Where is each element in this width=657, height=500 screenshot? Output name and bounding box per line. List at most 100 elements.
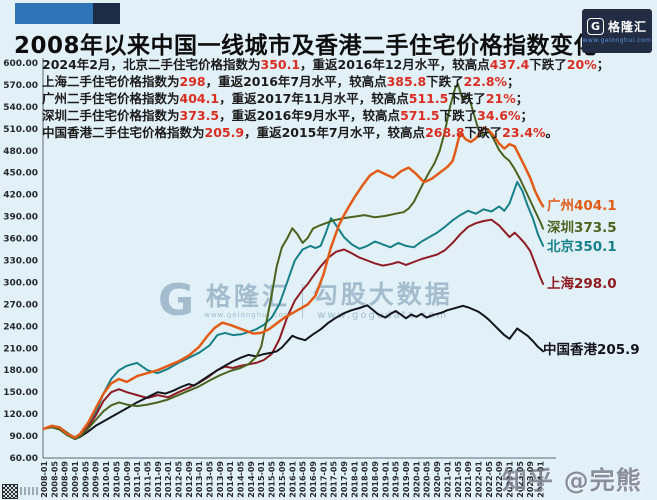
annotation-line-3: 广州二手住宅价格指数为404.1，重返2017年11月水平，较高点511.5下跌…	[42, 91, 529, 106]
y-tick-label: 330.00	[3, 256, 38, 266]
x-tick-label: 2012-05	[174, 461, 183, 498]
annotation-line-5: 中国香港二手住宅价格指数为205.9，重返2015年7月水平，较高点268.8下…	[42, 125, 559, 140]
x-tick-label: 2023-01	[505, 461, 514, 498]
y-tick-label: 210.00	[3, 344, 38, 354]
x-tick-label: 2009-01	[71, 461, 80, 498]
annotation-line-2: 上海二手住宅价格指数为298，重返2016年7月水平，较高点385.8下跌了22…	[42, 74, 520, 89]
x-tick-label: 2011-05	[143, 461, 152, 498]
series-end-label-广州: 广州404.1	[547, 197, 617, 214]
series-line-中国香港	[43, 304, 545, 440]
y-tick-label: 420.00	[3, 191, 38, 201]
series-line-北京	[43, 180, 545, 439]
x-tick-label: 2020-05	[423, 461, 432, 498]
x-tick-label: 2020-09	[433, 461, 442, 498]
x-tick-label: 2008-01	[40, 461, 49, 498]
x-tick-label: 2018-05	[361, 461, 370, 498]
x-tick-label: 2021-05	[454, 461, 463, 498]
x-tick-label: 2015-05	[268, 461, 277, 498]
x-tick-label: 2013-01	[195, 461, 204, 498]
x-tick-label: 2011-09	[154, 461, 163, 498]
x-tick-label: 2009-05	[81, 461, 90, 498]
x-tick-label: 2017-09	[340, 461, 349, 498]
y-tick-label: 90.00	[10, 432, 38, 442]
watermark-g-icon: G	[158, 275, 195, 326]
x-tick-label: 2012-09	[185, 461, 194, 498]
x-tick-label: 2008-05	[50, 461, 59, 498]
x-tick-label: 2020-01	[412, 461, 421, 498]
x-tick-label: 2019-01	[381, 461, 390, 498]
y-tick-label: 540.00	[3, 103, 38, 113]
logo-g-icon: G	[586, 18, 604, 35]
x-tick-label: 2010-05	[112, 461, 121, 498]
x-tick-label: 2017-05	[330, 461, 339, 498]
series-end-label-中国香港: 中国香港205.9	[543, 341, 640, 358]
y-tick-label: 300.00	[3, 278, 38, 288]
header-accent-navy	[93, 3, 120, 24]
x-tick-label: 2022-01	[474, 461, 483, 498]
x-tick-label: 2016-05	[299, 461, 308, 498]
y-tick-label: 150.00	[3, 388, 38, 398]
x-tick-label: 2012-01	[164, 461, 173, 498]
y-tick-label: 360.00	[3, 235, 38, 245]
x-tick-label: 2009-09	[92, 461, 101, 498]
annotation-line-1: 2024年2月，北京二手住宅价格指数为350.1，重返2016年12月水平，较高…	[42, 57, 610, 72]
logo-url-text: www.gelonghui.com	[582, 37, 652, 44]
logo-brand-text: 格隆汇	[607, 20, 647, 34]
series-end-label-北京: 北京350.1	[547, 238, 617, 255]
watermark-divider	[301, 284, 303, 318]
x-tick-label: 2024-01	[537, 461, 546, 498]
y-tick-label: 510.00	[3, 125, 38, 135]
x-tick-label: 2016-01	[288, 461, 297, 498]
x-tick-label: 2015-09	[278, 461, 287, 498]
y-tick-label: 480.00	[3, 147, 38, 157]
x-tick-label: 2023-05	[516, 461, 525, 498]
y-tick-label: 240.00	[3, 322, 38, 332]
y-tick-label: 570.00	[3, 81, 38, 91]
x-tick-label: 2014-05	[237, 461, 246, 498]
x-tick-label: 2013-05	[206, 461, 215, 498]
y-tick-label: 270.00	[3, 300, 38, 310]
x-tick-label: 2023-09	[526, 461, 535, 498]
series-line-深圳	[43, 82, 545, 440]
y-tick-label: 390.00	[3, 213, 38, 223]
gelonghui-logo: G 格隆汇 www.gelonghui.com	[582, 9, 652, 53]
page-title: 2008年以来中国一线城市及香港二手住宅价格指数变化	[14, 33, 598, 59]
zhihu-watermark: 知乎 @完熊	[502, 466, 642, 495]
x-tick-label: 2019-09	[402, 461, 411, 498]
x-tick-label: 2011-01	[133, 461, 142, 498]
x-tick-label: 2016-09	[309, 461, 318, 498]
qr-code	[2, 484, 18, 499]
series-end-label-深圳: 深圳373.5	[547, 219, 617, 236]
series-line-上海	[43, 218, 545, 440]
watermark-product: 勾股大数据	[312, 279, 453, 309]
watermark-brand-url: www.gelonghui.com	[204, 310, 292, 319]
y-tick-label: 600.00	[3, 59, 38, 69]
x-tick-label: 2014-09	[247, 461, 256, 498]
x-tick-label: 2015-01	[257, 461, 266, 498]
y-tick-label: 60.00	[10, 454, 38, 464]
annotation-line-4: 深圳二手住宅价格指数为373.5，重返2016年9月水平，较高点571.5下跌了…	[42, 108, 534, 123]
x-tick-label: 2022-05	[485, 461, 494, 498]
y-tick-label: 120.00	[3, 410, 38, 420]
x-tick-label: 2013-09	[216, 461, 225, 498]
x-tick-label: 2008-09	[61, 461, 70, 498]
y-tick-label: 180.00	[3, 366, 38, 376]
header-accent-blue	[15, 3, 93, 24]
x-tick-label: 2019-05	[392, 461, 401, 498]
x-tick-label: 2021-09	[464, 461, 473, 498]
qr-caption	[20, 487, 40, 495]
series-line-广州	[42, 126, 545, 439]
x-tick-label: 2014-01	[226, 461, 235, 498]
x-tick-label: 2022-09	[495, 461, 504, 498]
x-tick-label: 2018-01	[350, 461, 359, 498]
x-tick-label: 2017-01	[319, 461, 328, 498]
summary-annotations: 2024年2月，北京二手住宅价格指数为350.1，重返2016年12月水平，较高…	[42, 56, 609, 141]
x-tick-label: 2021-01	[443, 461, 452, 498]
y-tick-label: 450.00	[3, 169, 38, 179]
series-end-label-上海: 上海298.0	[547, 275, 617, 292]
x-tick-label: 2018-09	[371, 461, 380, 498]
x-tick-label: 2010-01	[102, 461, 111, 498]
x-tick-label: 2010-09	[123, 461, 132, 498]
